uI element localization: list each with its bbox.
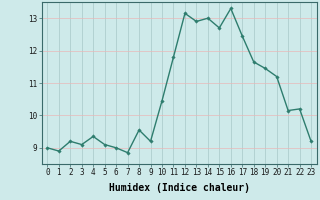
X-axis label: Humidex (Indice chaleur): Humidex (Indice chaleur): [109, 183, 250, 193]
